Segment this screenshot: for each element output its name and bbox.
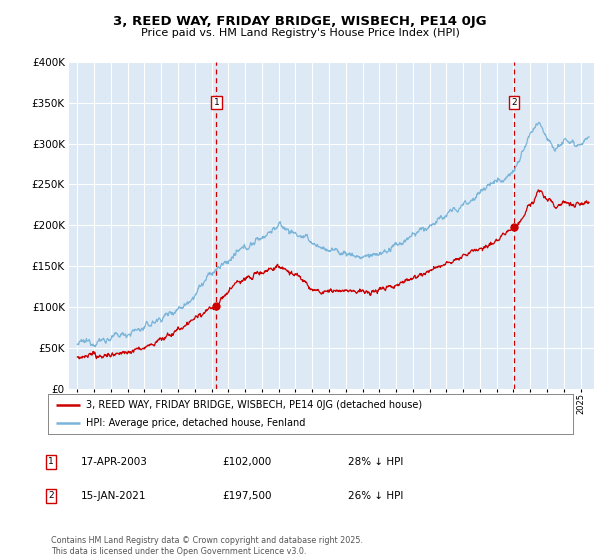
- Text: HPI: Average price, detached house, Fenland: HPI: Average price, detached house, Fenl…: [86, 418, 305, 428]
- Text: 17-APR-2003: 17-APR-2003: [81, 457, 148, 467]
- Text: 2: 2: [511, 98, 517, 107]
- Text: 3, REED WAY, FRIDAY BRIDGE, WISBECH, PE14 0JG (detached house): 3, REED WAY, FRIDAY BRIDGE, WISBECH, PE1…: [86, 400, 422, 409]
- Text: £197,500: £197,500: [222, 491, 271, 501]
- Text: 28% ↓ HPI: 28% ↓ HPI: [348, 457, 403, 467]
- Text: 1: 1: [48, 458, 54, 466]
- Text: £102,000: £102,000: [222, 457, 271, 467]
- Text: 2: 2: [48, 491, 54, 500]
- Text: 3, REED WAY, FRIDAY BRIDGE, WISBECH, PE14 0JG: 3, REED WAY, FRIDAY BRIDGE, WISBECH, PE1…: [113, 15, 487, 28]
- Text: 26% ↓ HPI: 26% ↓ HPI: [348, 491, 403, 501]
- Text: Contains HM Land Registry data © Crown copyright and database right 2025.
This d: Contains HM Land Registry data © Crown c…: [51, 536, 363, 556]
- Text: 1: 1: [214, 98, 220, 107]
- Text: Price paid vs. HM Land Registry's House Price Index (HPI): Price paid vs. HM Land Registry's House …: [140, 28, 460, 38]
- Text: 15-JAN-2021: 15-JAN-2021: [81, 491, 146, 501]
